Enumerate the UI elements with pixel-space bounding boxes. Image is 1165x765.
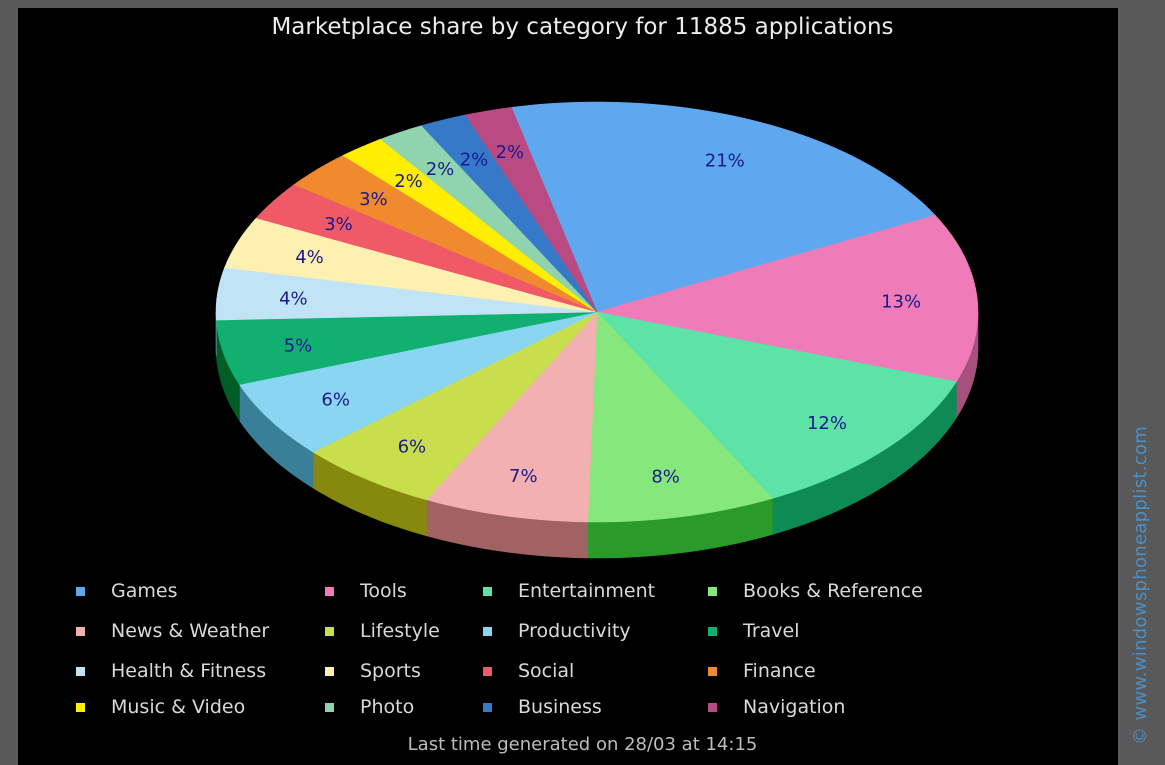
slice-finance [293, 155, 598, 313]
slice-games [510, 101, 936, 313]
footer-timestamp: Last time generated on 28/03 at 14:15 [407, 734, 758, 755]
label-games: 21% [705, 151, 745, 172]
slice-books-and-reference [587, 311, 773, 523]
slice-travel [215, 311, 598, 385]
label-finance: 3% [359, 189, 388, 210]
chart-title: Marketplace share by category for 11885 … [271, 14, 894, 40]
slice-productivity [238, 311, 598, 453]
watermark: © www.windowsphoneapplist.com [1130, 425, 1151, 745]
label-health-and-fitness: 4% [279, 288, 308, 309]
label-travel: 5% [284, 336, 313, 357]
label-news-and-weather: 7% [509, 466, 538, 487]
label-books-and-reference: 8% [651, 467, 680, 488]
slice-labels: 21%13%12%8%7%6%6%5%4%4%3%3%2%2% 2% 2% [279, 142, 921, 488]
slice-news-and-weather [425, 311, 598, 523]
label-lifestyle: 6% [398, 437, 427, 458]
pie-top [215, 101, 979, 523]
pie-side-walls [215, 311, 979, 559]
slice-tools [596, 215, 979, 383]
slice-entertainment [596, 311, 957, 499]
slice-social [255, 184, 598, 313]
label-music-and-video: 2% [394, 171, 423, 192]
label-tools: 13% [881, 291, 921, 312]
label-business: 2% [460, 149, 489, 170]
slice-navigation [464, 107, 598, 313]
slice-health-and-fitness [215, 267, 598, 321]
label-photo: 2% [426, 159, 455, 180]
label-entertainment: 12% [807, 413, 847, 434]
slice-sports [224, 217, 598, 313]
label-productivity: 6% [321, 390, 350, 411]
slice-lifestyle [312, 311, 598, 501]
label-social: 3% [324, 214, 353, 235]
label-navigation: 2% [496, 142, 525, 163]
label-sports: 4% [295, 247, 324, 268]
